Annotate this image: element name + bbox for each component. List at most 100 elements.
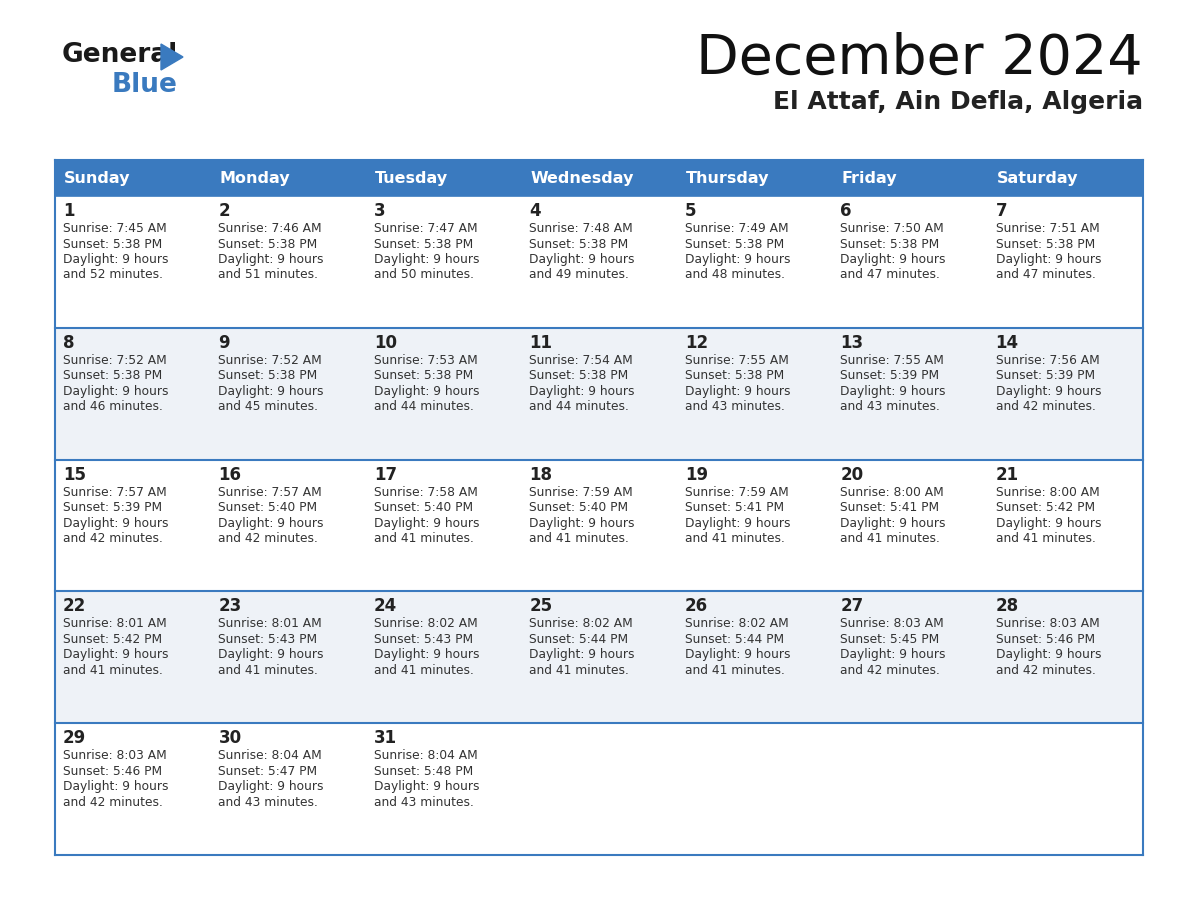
Bar [55,723,1143,855]
Text: Sunrise: 7:57 AM: Sunrise: 7:57 AM [63,486,166,498]
Text: 24: 24 [374,598,397,615]
Text: 6: 6 [840,202,852,220]
Text: Daylight: 9 hours: Daylight: 9 hours [840,253,946,266]
Text: Daylight: 9 hours: Daylight: 9 hours [530,385,634,397]
Text: 16: 16 [219,465,241,484]
Text: Sunset: 5:46 PM: Sunset: 5:46 PM [996,633,1094,646]
Text: and 44 minutes.: and 44 minutes. [530,400,630,413]
Text: and 42 minutes.: and 42 minutes. [996,664,1095,677]
Text: Daylight: 9 hours: Daylight: 9 hours [684,517,790,530]
Text: Sunset: 5:38 PM: Sunset: 5:38 PM [374,369,473,382]
Text: and 41 minutes.: and 41 minutes. [374,532,474,545]
Text: Sunset: 5:45 PM: Sunset: 5:45 PM [840,633,940,646]
Text: Sunset: 5:39 PM: Sunset: 5:39 PM [63,501,162,514]
Text: and 41 minutes.: and 41 minutes. [219,664,318,677]
Text: Sunset: 5:38 PM: Sunset: 5:38 PM [684,369,784,382]
Bar [677,160,832,196]
Text: Sunrise: 8:00 AM: Sunrise: 8:00 AM [996,486,1099,498]
Text: 29: 29 [63,729,87,747]
Text: Sunset: 5:38 PM: Sunset: 5:38 PM [63,369,163,382]
Text: Daylight: 9 hours: Daylight: 9 hours [840,517,946,530]
Bar [832,160,987,196]
Bar [987,160,1143,196]
Text: Daylight: 9 hours: Daylight: 9 hours [63,780,169,793]
Text: Sunrise: 8:02 AM: Sunrise: 8:02 AM [684,618,789,631]
Text: 12: 12 [684,334,708,352]
Text: Sunset: 5:42 PM: Sunset: 5:42 PM [63,633,162,646]
Text: Sunset: 5:40 PM: Sunset: 5:40 PM [530,501,628,514]
Bar [55,591,1143,723]
Text: Sunrise: 8:03 AM: Sunrise: 8:03 AM [996,618,1099,631]
Text: Sunrise: 7:50 AM: Sunrise: 7:50 AM [840,222,944,235]
Text: Daylight: 9 hours: Daylight: 9 hours [374,648,479,661]
Text: and 41 minutes.: and 41 minutes. [840,532,940,545]
Text: Sunset: 5:41 PM: Sunset: 5:41 PM [840,501,940,514]
Text: Daylight: 9 hours: Daylight: 9 hours [63,253,169,266]
Text: Daylight: 9 hours: Daylight: 9 hours [374,517,479,530]
Text: 10: 10 [374,334,397,352]
Text: 19: 19 [684,465,708,484]
Text: Sunrise: 7:47 AM: Sunrise: 7:47 AM [374,222,478,235]
Text: Sunrise: 7:49 AM: Sunrise: 7:49 AM [684,222,789,235]
Text: Daylight: 9 hours: Daylight: 9 hours [996,253,1101,266]
Text: Daylight: 9 hours: Daylight: 9 hours [530,253,634,266]
Text: Sunset: 5:38 PM: Sunset: 5:38 PM [219,238,317,251]
Text: 30: 30 [219,729,241,747]
Text: Sunset: 5:47 PM: Sunset: 5:47 PM [219,765,317,778]
Text: 5: 5 [684,202,696,220]
Bar [55,328,1143,460]
Text: 22: 22 [63,598,87,615]
Text: Sunset: 5:48 PM: Sunset: 5:48 PM [374,765,473,778]
Text: Sunset: 5:39 PM: Sunset: 5:39 PM [996,369,1094,382]
Bar [522,160,677,196]
Text: 4: 4 [530,202,541,220]
Text: and 42 minutes.: and 42 minutes. [63,796,163,809]
Text: Sunrise: 7:48 AM: Sunrise: 7:48 AM [530,222,633,235]
Text: Sunset: 5:40 PM: Sunset: 5:40 PM [219,501,317,514]
Text: and 44 minutes.: and 44 minutes. [374,400,474,413]
Text: and 48 minutes.: and 48 minutes. [684,268,785,282]
Text: Daylight: 9 hours: Daylight: 9 hours [530,648,634,661]
Text: Sunrise: 8:00 AM: Sunrise: 8:00 AM [840,486,944,498]
Text: Thursday: Thursday [685,171,769,185]
Text: and 41 minutes.: and 41 minutes. [996,532,1095,545]
Text: 23: 23 [219,598,241,615]
Text: Daylight: 9 hours: Daylight: 9 hours [63,385,169,397]
Text: Sunset: 5:38 PM: Sunset: 5:38 PM [996,238,1095,251]
Text: Sunrise: 7:59 AM: Sunrise: 7:59 AM [684,486,789,498]
Text: Sunrise: 7:59 AM: Sunrise: 7:59 AM [530,486,633,498]
Text: Daylight: 9 hours: Daylight: 9 hours [63,648,169,661]
Text: 11: 11 [530,334,552,352]
Text: Sunset: 5:40 PM: Sunset: 5:40 PM [374,501,473,514]
Text: and 47 minutes.: and 47 minutes. [996,268,1095,282]
Text: 28: 28 [996,598,1018,615]
Text: 27: 27 [840,598,864,615]
Text: 1: 1 [63,202,75,220]
Text: Sunrise: 7:55 AM: Sunrise: 7:55 AM [684,353,789,367]
Text: 21: 21 [996,465,1018,484]
Bar [366,160,522,196]
Text: Daylight: 9 hours: Daylight: 9 hours [219,385,324,397]
Text: Wednesday: Wednesday [530,171,633,185]
Text: Daylight: 9 hours: Daylight: 9 hours [374,385,479,397]
Text: 13: 13 [840,334,864,352]
Text: Sunrise: 8:02 AM: Sunrise: 8:02 AM [374,618,478,631]
Text: 31: 31 [374,729,397,747]
Text: Saturday: Saturday [997,171,1078,185]
Text: Sunset: 5:44 PM: Sunset: 5:44 PM [684,633,784,646]
Text: Sunset: 5:41 PM: Sunset: 5:41 PM [684,501,784,514]
Text: Sunset: 5:42 PM: Sunset: 5:42 PM [996,501,1094,514]
Text: 26: 26 [684,598,708,615]
Text: and 41 minutes.: and 41 minutes. [684,532,784,545]
Text: Sunset: 5:38 PM: Sunset: 5:38 PM [63,238,163,251]
Bar [55,196,1143,328]
Text: Blue: Blue [112,72,178,98]
Text: Sunrise: 7:56 AM: Sunrise: 7:56 AM [996,353,1099,367]
Text: Sunset: 5:46 PM: Sunset: 5:46 PM [63,765,162,778]
Text: Sunset: 5:44 PM: Sunset: 5:44 PM [530,633,628,646]
Text: and 42 minutes.: and 42 minutes. [996,400,1095,413]
Text: Sunrise: 7:55 AM: Sunrise: 7:55 AM [840,353,944,367]
Text: 25: 25 [530,598,552,615]
Text: and 43 minutes.: and 43 minutes. [374,796,474,809]
Text: December 2024: December 2024 [696,32,1143,86]
